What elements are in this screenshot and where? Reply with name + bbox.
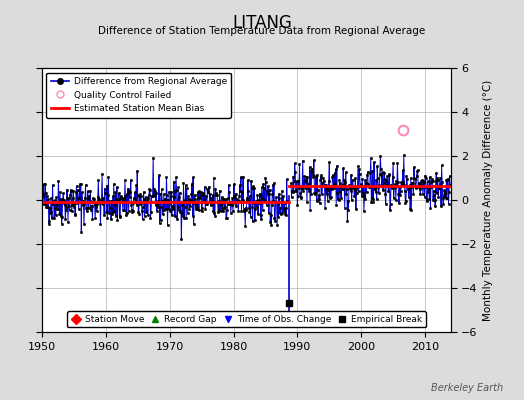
Text: Difference of Station Temperature Data from Regional Average: Difference of Station Temperature Data f… [99,26,425,36]
Legend: Station Move, Record Gap, Time of Obs. Change, Empirical Break: Station Move, Record Gap, Time of Obs. C… [67,311,425,328]
Text: LITANG: LITANG [232,14,292,32]
Text: Berkeley Earth: Berkeley Earth [431,383,503,393]
Y-axis label: Monthly Temperature Anomaly Difference (°C): Monthly Temperature Anomaly Difference (… [483,79,493,321]
